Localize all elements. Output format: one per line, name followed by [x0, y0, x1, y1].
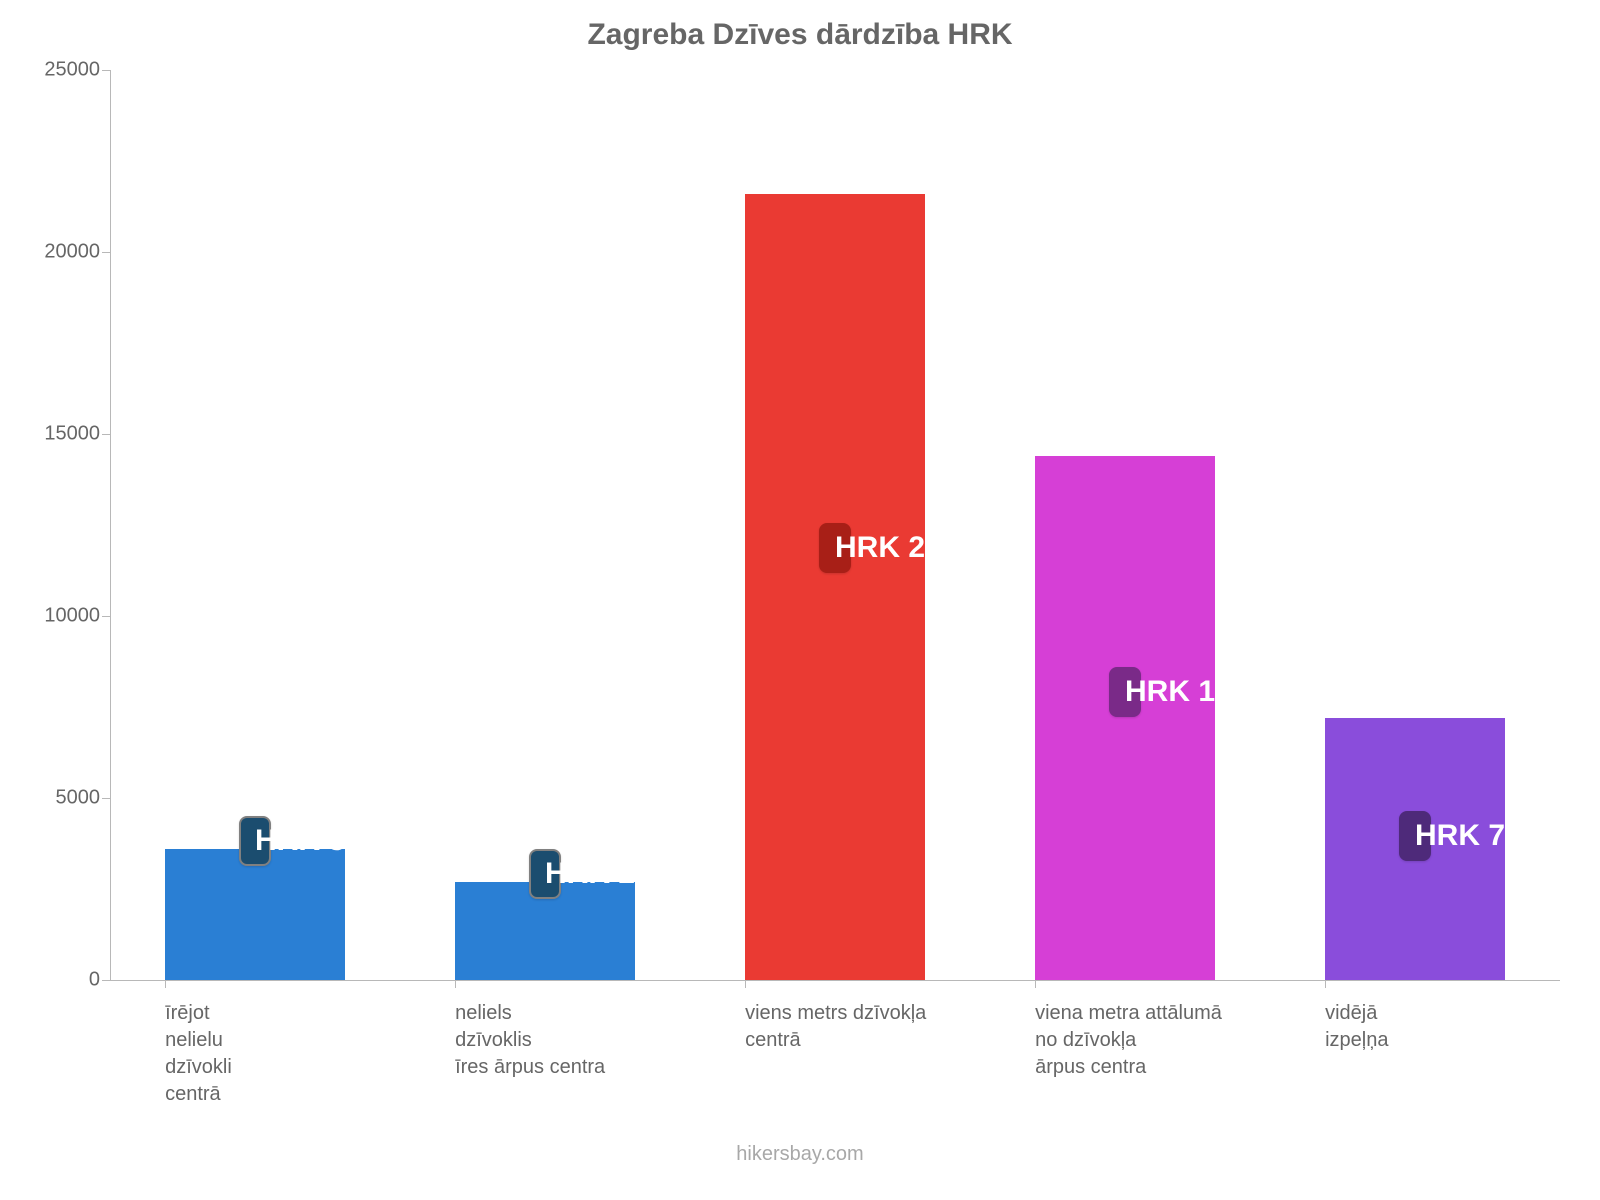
y-tick-mark	[102, 252, 110, 253]
y-tick-label: 10000	[44, 605, 110, 628]
bar	[1035, 456, 1215, 980]
y-tick-label: 20000	[44, 241, 110, 264]
value-badge: HRK 14K	[1109, 667, 1141, 717]
category-label: neliels dzīvoklis īres ārpus centra	[455, 980, 731, 1081]
bar	[745, 194, 925, 980]
y-tick-mark	[102, 616, 110, 617]
y-tick-label: 25000	[44, 59, 110, 82]
chart-title: Zagreba Dzīves dārdzība HRK	[0, 18, 1600, 52]
value-badge: HRK 3.6K	[239, 816, 271, 866]
y-tick-mark	[102, 798, 110, 799]
category-label: īrējot nelielu dzīvokli centrā	[165, 980, 441, 1108]
bar	[165, 849, 345, 980]
chart-footer: hikersbay.com	[0, 1143, 1600, 1166]
category-label: vidējā izpeļņa	[1325, 980, 1600, 1054]
y-tick-label: 15000	[44, 423, 110, 446]
chart-container: Zagreba Dzīves dārdzība HRK 050001000015…	[0, 0, 1600, 1200]
category-label: viena metra attālumā no dzīvokļa ārpus c…	[1035, 980, 1311, 1081]
plot-area: 0500010000150002000025000HRK 3.6Kīrējot …	[110, 70, 1560, 980]
value-badge: HRK 7.2K	[1399, 811, 1431, 861]
y-tick-mark	[102, 434, 110, 435]
y-tick-mark	[102, 980, 110, 981]
y-axis-line	[110, 70, 111, 980]
value-badge: HRK 22K	[819, 523, 851, 573]
category-label: viens metrs dzīvokļa centrā	[745, 980, 1021, 1054]
y-tick-mark	[102, 70, 110, 71]
value-badge: HRK 2.7K	[529, 849, 561, 899]
